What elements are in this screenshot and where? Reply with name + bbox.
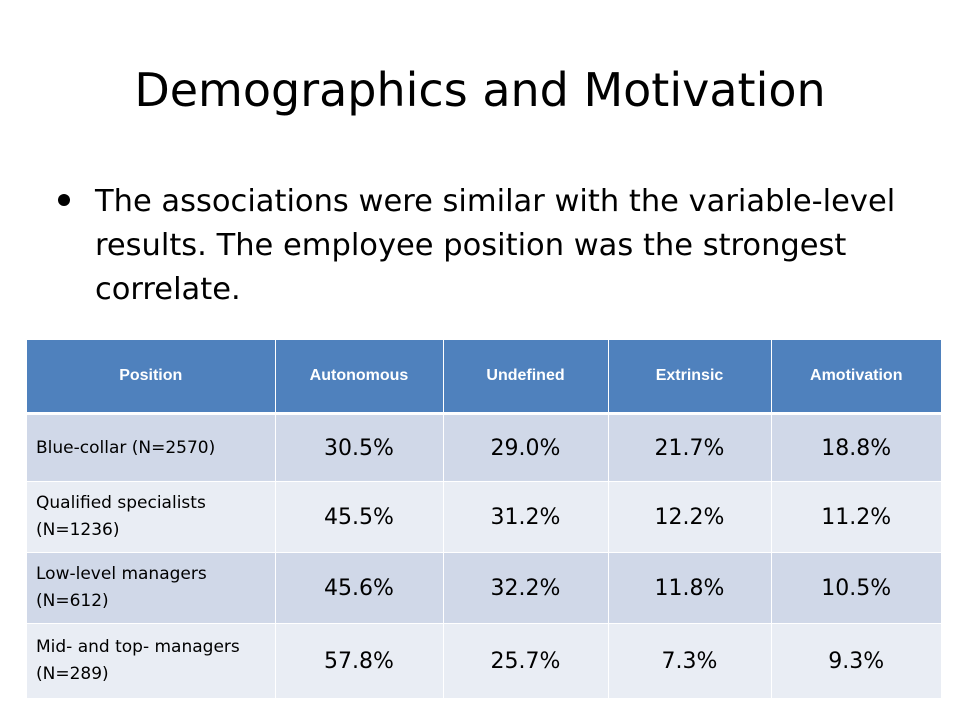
cell-autonomous: 45.6% [275, 552, 444, 624]
cell-autonomous: 57.8% [275, 623, 444, 699]
cell-position: Blue-collar (N=2570) [27, 413, 276, 482]
table-row: Qualified specialists (N=1236) 45.5% 31.… [27, 481, 941, 553]
slide-title: Demographics and Motivation [134, 63, 826, 117]
header-position: Position [27, 340, 276, 415]
cell-undefined: 25.7% [443, 623, 609, 699]
bullet-dot-icon [58, 194, 70, 206]
bullet-item: The associations were similar with the v… [58, 180, 918, 312]
cell-position: Mid- and top- managers (N=289) [27, 623, 276, 699]
cell-amotivation: 18.8% [771, 413, 941, 482]
motivation-table: Position Autonomous Undefined Extrinsic … [27, 340, 941, 699]
cell-amotivation: 11.2% [771, 481, 941, 553]
cell-extrinsic: 7.3% [608, 623, 772, 699]
cell-extrinsic: 21.7% [608, 413, 772, 482]
table-row: Blue-collar (N=2570) 30.5% 29.0% 21.7% 1… [27, 413, 941, 482]
header-amotivation: Amotivation [771, 340, 941, 415]
bullet-text: The associations were similar with the v… [95, 184, 896, 307]
cell-position: Low-level managers (N=612) [27, 552, 276, 624]
table-header-row: Position Autonomous Undefined Extrinsic … [27, 340, 941, 415]
cell-undefined: 31.2% [443, 481, 609, 553]
cell-amotivation: 9.3% [771, 623, 941, 699]
cell-extrinsic: 12.2% [608, 481, 772, 553]
cell-extrinsic: 11.8% [608, 552, 772, 624]
header-autonomous: Autonomous [275, 340, 444, 415]
header-undefined: Undefined [443, 340, 609, 415]
cell-amotivation: 10.5% [771, 552, 941, 624]
cell-position: Qualified specialists (N=1236) [27, 481, 276, 553]
cell-undefined: 32.2% [443, 552, 609, 624]
cell-undefined: 29.0% [443, 413, 609, 482]
cell-autonomous: 30.5% [275, 413, 444, 482]
cell-autonomous: 45.5% [275, 481, 444, 553]
header-extrinsic: Extrinsic [608, 340, 772, 415]
table-row: Mid- and top- managers (N=289) 57.8% 25.… [27, 623, 941, 699]
table-row: Low-level managers (N=612) 45.6% 32.2% 1… [27, 552, 941, 624]
